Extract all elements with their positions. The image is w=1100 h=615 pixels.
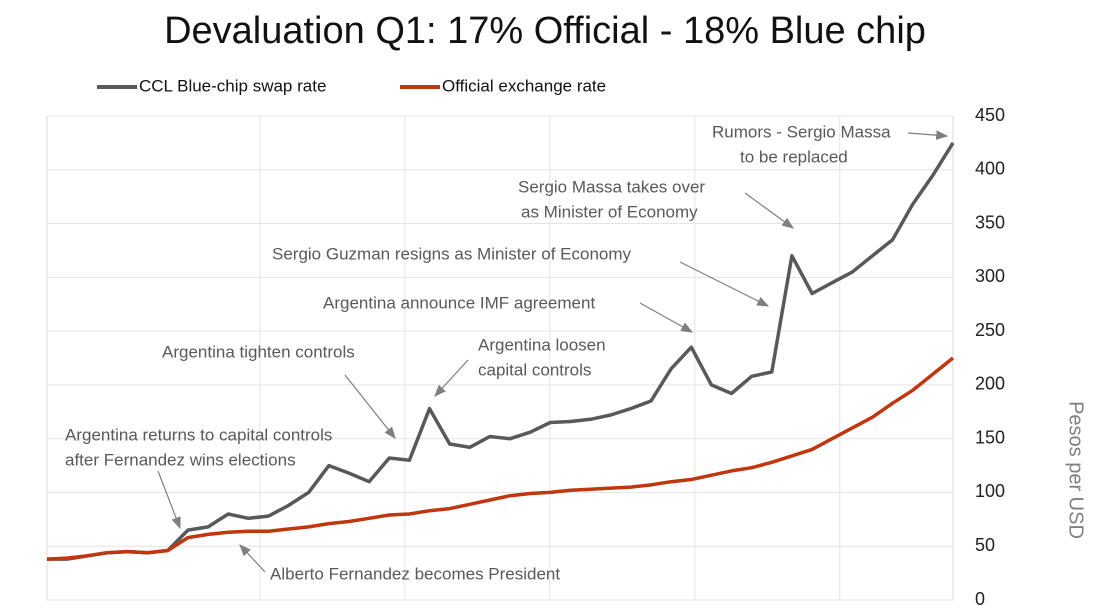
y-tick-label: 300 — [975, 266, 1005, 286]
y-tick-label: 250 — [975, 320, 1005, 340]
y-tick-label: 350 — [975, 212, 1005, 232]
arrow — [679, 261, 770, 307]
y-tick-label: 100 — [975, 481, 1005, 501]
annotation: as Minister of Economy — [521, 202, 698, 221]
annotation: Sergio Massa takes over — [518, 177, 705, 196]
arrow — [744, 192, 794, 229]
y-tick-label: 50 — [975, 535, 995, 555]
y-tick-label: 200 — [975, 374, 1005, 394]
y-tick-label: 150 — [975, 427, 1005, 447]
annotation: Argentina tighten controls — [162, 342, 355, 361]
annotation: Argentina announce IMF agreement — [323, 293, 595, 312]
legend-label: CCL Blue-chip swap rate — [139, 76, 326, 95]
annotation: Rumors - Sergio Massa — [712, 122, 891, 141]
annotation: Argentina returns to capital controls — [65, 425, 332, 444]
arrow — [907, 130, 949, 140]
y-tick-label: 450 — [975, 105, 1005, 125]
y-tick-label: 400 — [975, 159, 1005, 179]
arrow — [239, 544, 266, 573]
chart-title: Devaluation Q1: 17% Official - 18% Blue … — [164, 10, 926, 52]
annotations: Rumors - Sergio Massa to be replaced Ser… — [65, 122, 949, 583]
arrow — [639, 302, 694, 333]
arrow — [434, 359, 469, 397]
annotation: Alberto Fernandez becomes President — [270, 564, 560, 583]
series-line — [46, 356, 955, 561]
y-axis-label: Pesos per USD — [1065, 401, 1087, 539]
annotation: capital controls — [478, 360, 591, 379]
annotation: after Fernandez wins elections — [65, 450, 296, 469]
annotation: to be replaced — [740, 147, 848, 166]
annotation: Argentina loosen — [478, 335, 606, 354]
arrow — [157, 470, 181, 530]
arrow — [344, 374, 396, 439]
series-line — [47, 141, 955, 561]
annotation: Sergio Guzman resigns as Minister of Eco… — [272, 244, 632, 263]
legend-label: Official exchange rate — [442, 76, 606, 95]
y-tick-label: 0 — [975, 589, 985, 609]
